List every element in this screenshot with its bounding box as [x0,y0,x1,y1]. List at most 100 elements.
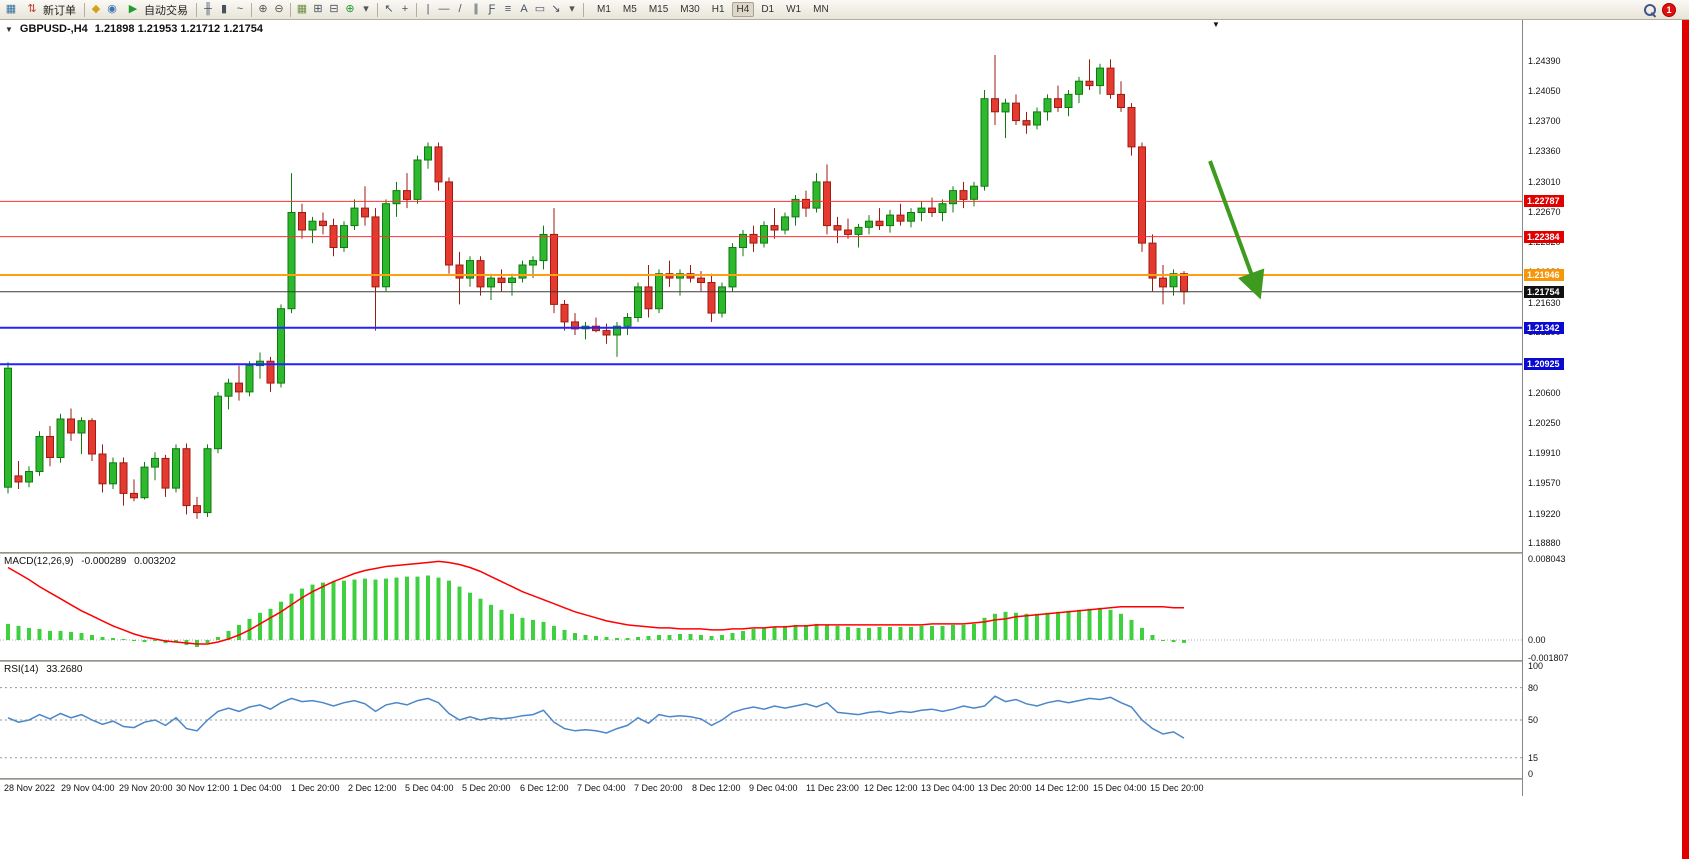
candlestick-chart-icon[interactable]: ▮ [220,3,228,15]
price-axis-label: 1.23010 [1528,177,1561,187]
macd-indicator-name: MACD(12,26,9) [4,556,74,567]
fibonacci-tool-icon[interactable]: Ƒ [488,3,496,15]
auto-trading-play-icon: ▶ [128,3,138,15]
zoom-out-icon[interactable]: ⊖ [274,3,284,15]
text-tool-icon[interactable]: A [520,3,528,15]
chart-shift-marker-icon[interactable]: ▼ [1212,20,1220,29]
window-edge-strip [1682,20,1689,859]
time-axis-label: 5 Dec 20:00 [462,783,511,793]
timeframe-toolbar: M1 M5 M15 M30 H1 H4 D1 W1 MN [591,2,835,17]
candlestick-canvas[interactable] [0,20,1522,552]
price-axis[interactable]: 1.24390 1.24050 1.23700 1.23360 1.23010 1.226… [1522,20,1682,796]
auto-trading-button[interactable]: ▶ 自动交易 [120,1,193,18]
time-axis[interactable]: 28 Nov 2022 29 Nov 04:00 29 Nov 20:00 30 No… [0,780,1522,796]
new-order-label: 新订单 [43,4,76,17]
macd-axis-label: 0.00 [1528,635,1546,645]
price-axis-label: 1.24390 [1528,56,1561,66]
bar-chart-icon[interactable]: ╫ [204,3,212,15]
channel-tool-icon[interactable]: ∥ [473,3,479,15]
panel-separator[interactable] [0,778,1689,780]
price-axis-label: 1.23360 [1528,146,1561,156]
price-axis-label: 1.21630 [1528,298,1561,308]
toolbar-separator [251,2,252,17]
rsi-indicator-name: RSI(14) [4,664,39,675]
price-axis-label: 1.23700 [1528,116,1561,126]
rsi-axis-label: 15 [1528,753,1539,763]
toolbar-separator [84,2,85,17]
price-tag-resistance-2: 1.22384 [1524,231,1564,243]
price-tag-support-1: 1.21342 [1524,322,1564,334]
timeframe-button-M15[interactable]: M15 [648,4,669,15]
time-axis-label: 12 Dec 12:00 [864,783,918,793]
tile-windows-icon[interactable]: ▦ [296,3,308,15]
mql5-icon[interactable]: ◆ [91,3,101,15]
toolbar-separator [583,2,584,17]
price-tag-resistance-1: 1.22787 [1524,195,1564,207]
price-axis-label: 1.20600 [1528,388,1561,398]
rsi-canvas[interactable] [0,662,1522,778]
panel-separator[interactable] [0,660,1689,662]
price-tag-support-2: 1.20925 [1524,358,1564,370]
label-tool-icon[interactable]: ▭ [534,3,546,15]
time-axis-label: 6 Dec 12:00 [520,783,569,793]
ohlc-values: 1.21898 1.21953 1.21712 1.21754 [94,23,263,35]
time-axis-label: 9 Dec 04:00 [749,783,798,793]
line-chart-icon[interactable]: ~ [236,3,244,15]
macd-panel[interactable]: MACD(12,26,9) -0.000289 0.003202 [0,554,1522,660]
time-axis-label: 11 Dec 23:00 [806,783,859,793]
timeframe-button-W1[interactable]: W1 [786,4,802,15]
price-chart-panel[interactable]: ▼ GBPUSD-,H4 1.21898 1.21953 1.21712 1.2… [0,20,1522,552]
trendline-tool-icon[interactable]: / [458,3,462,15]
toolbar-separator [196,2,197,17]
time-axis-label: 28 Nov 2022 [4,783,56,793]
price-tag-current-price: 1.21754 [1524,286,1564,298]
price-axis-label: 1.19220 [1528,509,1561,519]
timeframe-button-M30[interactable]: M30 [680,4,700,15]
arrange-windows-icon[interactable]: ⊞ [313,3,323,15]
new-chart-icon[interactable]: ▦ [5,3,17,15]
price-axis-label: 1.18880 [1528,538,1561,548]
toolbar-separator [377,2,378,17]
collapse-triangle-icon[interactable]: ▼ [5,24,13,34]
cursor-icon[interactable]: ↖ [384,3,394,15]
cascade-windows-icon[interactable]: ⊟ [329,3,339,15]
macd-main-value: -0.000289 [81,556,127,567]
price-axis-label: 1.24050 [1528,86,1561,96]
crosshair-icon[interactable]: + [401,3,409,15]
community-icon[interactable]: ◉ [107,3,117,15]
horizontal-line-tool-icon[interactable]: — [438,3,450,15]
add-indicator-icon[interactable]: ⊕ [345,3,355,15]
macd-canvas[interactable] [0,554,1522,660]
time-axis-label: 30 Nov 12:00 [176,783,230,793]
price-axis-label: 1.19910 [1528,448,1561,458]
arrows-dropdown-icon[interactable]: ▾ [569,3,575,15]
timeframe-button-H1[interactable]: H1 [711,4,725,15]
notification-badge[interactable]: 1 [1662,2,1676,17]
chart-workspace: ▼ GBPUSD-,H4 1.21898 1.21953 1.21712 1.2… [0,20,1689,859]
new-order-button[interactable]: ⇅ 新订单 [19,1,81,18]
time-axis-label: 29 Nov 20:00 [119,783,173,793]
timeframe-button-M5[interactable]: M5 [622,4,637,15]
arrows-tool-icon[interactable]: ↘ [551,3,561,15]
vertical-line-tool-icon[interactable]: | [426,3,430,15]
indicator-dropdown-icon[interactable]: ▾ [363,3,369,15]
timeframe-button-MN[interactable]: MN [813,4,829,15]
auto-trading-label: 自动交易 [144,4,188,17]
timeframe-button-H4[interactable]: H4 [731,2,755,17]
panel-separator[interactable] [0,552,1689,554]
timeframe-button-M1[interactable]: M1 [597,4,611,15]
rsi-axis-label: 0 [1528,769,1534,779]
levels-tool-icon[interactable]: ≡ [504,3,512,15]
timeframe-button-D1[interactable]: D1 [761,4,775,15]
zoom-in-icon[interactable]: ⊕ [258,3,268,15]
price-tag-pivot-line: 1.21946 [1524,269,1564,281]
macd-axis-label: 0.008043 [1528,554,1566,564]
search-icon[interactable] [1642,2,1657,17]
rsi-label: RSI(14) 33.2680 [4,664,82,675]
rsi-panel[interactable]: RSI(14) 33.2680 [0,662,1522,778]
toolbar-separator [416,2,417,17]
time-axis-label: 7 Dec 04:00 [577,783,626,793]
symbol-period-label: GBPUSD-,H4 [19,23,88,35]
rsi-value: 33.2680 [46,664,83,675]
time-axis-label: 1 Dec 20:00 [291,783,340,793]
